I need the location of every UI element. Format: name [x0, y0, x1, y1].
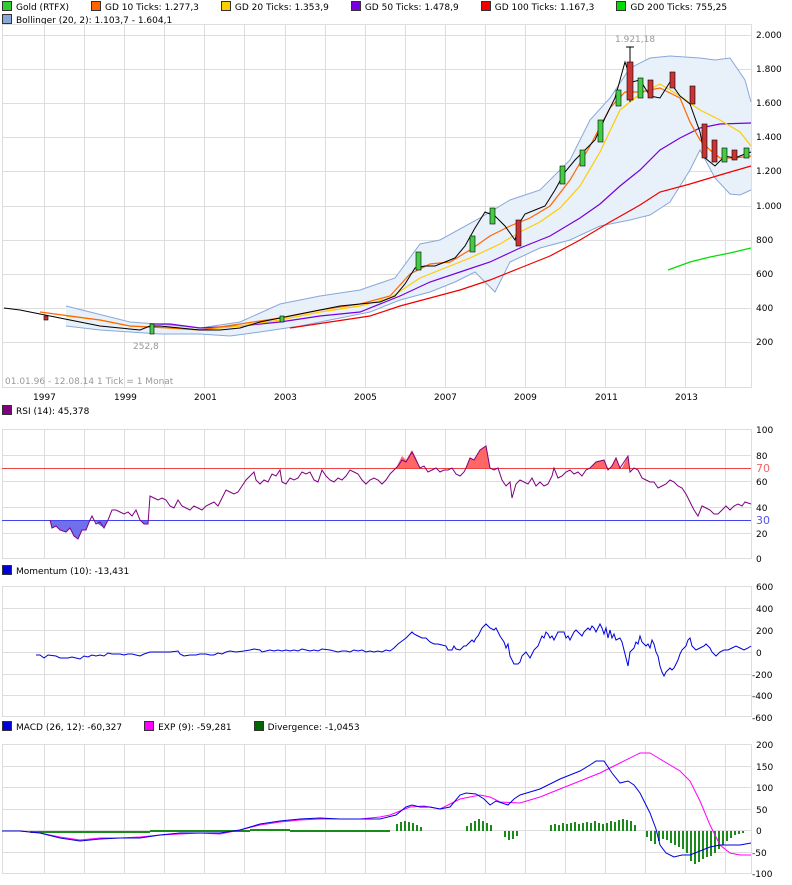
svg-text:0: 0 — [756, 649, 762, 659]
legend-gd100: GD 100 Ticks: 1.167,3 — [480, 1, 594, 14]
low-annotation: 252,8 — [133, 342, 159, 352]
legend-momentum: Momentum (10): -13,431 — [2, 565, 129, 578]
svg-text:1999: 1999 — [114, 393, 137, 402]
svg-text:100: 100 — [756, 784, 773, 794]
svg-text:1.000: 1.000 — [756, 202, 782, 212]
svg-text:2013: 2013 — [675, 393, 698, 402]
svg-text:-600: -600 — [752, 714, 773, 724]
svg-text:30: 30 — [756, 514, 770, 527]
svg-text:200: 200 — [756, 741, 773, 751]
gd10-line — [39, 87, 752, 331]
range-annotation: 01.01.96 - 12.08.14 1 Tick = 1 Monat — [5, 377, 174, 387]
divergence-histogram — [30, 819, 744, 864]
momentum-line — [36, 622, 752, 678]
macd-grid — [2, 744, 752, 874]
legend-swatch-icon — [2, 14, 12, 24]
legend-swatch-icon — [2, 405, 12, 415]
svg-text:2001: 2001 — [194, 393, 217, 402]
gd100-line — [289, 165, 752, 329]
rsi-line — [49, 445, 752, 540]
price-legend: Gold (RTFX) GD 10 Ticks: 1.277,3 GD 20 Tic… — [2, 1, 749, 27]
gd50-line — [150, 122, 752, 329]
momentum-y-axis: 600 400 200 0 -200 -400 -600 — [752, 583, 773, 724]
price-y-axis: 2.000 1.800 1.600 1.400 1.200 1.000 800 … — [756, 31, 782, 348]
legend-gd20: GD 20 Ticks: 1.353,9 — [220, 1, 329, 14]
legend-swatch-icon — [2, 565, 12, 575]
macd-line — [2, 760, 752, 858]
legend-swatch-icon — [91, 1, 102, 11]
momentum-grid — [2, 586, 752, 717]
svg-text:0: 0 — [756, 827, 762, 837]
svg-text:1997: 1997 — [33, 393, 56, 402]
svg-text:200: 200 — [756, 627, 773, 637]
bollinger-band — [66, 56, 751, 336]
gold-price-line — [3, 60, 752, 331]
legend-rsi: RSI (14): 45,378 — [2, 405, 89, 418]
high-annotation: 1.921,18 — [615, 35, 655, 45]
svg-text:2.000: 2.000 — [756, 31, 782, 41]
momentum-legend: Momentum (10): -13,431 — [2, 565, 151, 578]
svg-text:400: 400 — [756, 304, 773, 314]
svg-text:2007: 2007 — [434, 393, 457, 402]
svg-text:-50: -50 — [752, 849, 767, 859]
rsi-grid — [2, 429, 752, 559]
macd-y-axis: 200 150 100 50 0 -50 -100 — [752, 741, 773, 880]
legend-swatch-icon — [2, 721, 12, 731]
gd200-line — [667, 247, 752, 271]
rsi-oversold-fill-2 — [94, 520, 148, 528]
macd-chart: 200 150 100 50 0 -50 -100 — [2, 741, 773, 880]
svg-text:2005: 2005 — [354, 393, 377, 402]
svg-text:1.400: 1.400 — [756, 133, 782, 143]
svg-text:0: 0 — [756, 555, 762, 565]
legend-swatch-icon — [2, 1, 12, 11]
legend-exp: EXP (9): -59,281 — [144, 721, 232, 734]
legend-swatch-icon — [616, 1, 627, 11]
svg-text:-200: -200 — [752, 671, 773, 681]
svg-text:400: 400 — [756, 605, 773, 615]
rsi-chart: 100 80 70 60 40 30 20 0 — [2, 426, 773, 565]
momentum-chart: 600 400 200 0 -200 -400 -600 — [2, 583, 773, 724]
legend-bollinger: Bollinger (20, 2): 1.103,7 - 1.604,1 — [2, 14, 172, 27]
svg-text:80: 80 — [756, 452, 768, 462]
price-x-axis: 1997 1999 2001 2003 2005 2007 2009 2011 … — [33, 393, 698, 402]
svg-text:1.200: 1.200 — [756, 167, 782, 177]
svg-text:40: 40 — [756, 504, 768, 514]
svg-text:800: 800 — [756, 236, 773, 246]
candlesticks — [43, 46, 750, 335]
svg-text:70: 70 — [756, 462, 770, 475]
svg-text:1.600: 1.600 — [756, 99, 782, 109]
svg-text:50: 50 — [756, 806, 768, 816]
svg-text:-400: -400 — [752, 692, 773, 702]
legend-macd: MACD (26, 12): -60,327 — [2, 721, 122, 734]
svg-text:-100: -100 — [752, 870, 773, 880]
legend-gd10: GD 10 Ticks: 1.277,3 — [91, 1, 199, 14]
svg-text:2003: 2003 — [274, 393, 297, 402]
legend-swatch-icon — [253, 721, 264, 731]
legend-swatch-icon — [350, 1, 361, 11]
gd20-line — [65, 83, 752, 331]
legend-divergence: Divergence: -1,0453 — [253, 721, 360, 734]
svg-text:600: 600 — [756, 270, 773, 280]
svg-text:1.800: 1.800 — [756, 65, 782, 75]
legend-gd200: GD 200 Ticks: 755,25 — [616, 1, 727, 14]
exp-signal-line — [2, 752, 751, 856]
legend-swatch-icon — [480, 1, 491, 11]
svg-text:20: 20 — [756, 530, 768, 540]
legend-swatch-icon — [220, 1, 231, 11]
svg-text:2011: 2011 — [595, 393, 618, 402]
svg-text:2009: 2009 — [514, 393, 537, 402]
legend-gold: Gold (RTFX) — [2, 1, 69, 14]
macd-legend: MACD (26, 12): -60,327 EXP (9): -59,281 Di… — [2, 721, 382, 734]
legend-gd50: GD 50 Ticks: 1.478,9 — [350, 1, 459, 14]
price-chart: 1.921,18 252,8 01.01.96 - 12.08.14 1 Tic… — [2, 24, 782, 402]
legend-swatch-icon — [144, 721, 155, 731]
rsi-y-axis: 100 80 70 60 40 30 20 0 — [756, 426, 773, 565]
svg-text:60: 60 — [756, 478, 768, 488]
svg-text:200: 200 — [756, 338, 773, 348]
svg-text:100: 100 — [756, 426, 773, 436]
rsi-overbought-fill — [396, 446, 630, 468]
rsi-legend: RSI (14): 45,378 — [2, 405, 111, 418]
svg-text:150: 150 — [756, 763, 773, 773]
svg-text:600: 600 — [756, 583, 773, 593]
